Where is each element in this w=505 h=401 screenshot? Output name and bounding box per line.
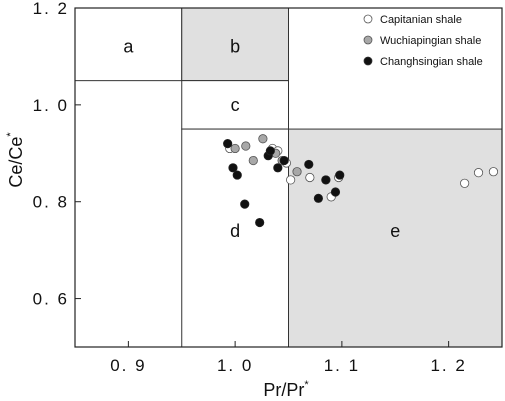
legend-item-changhsingian: Changhsingian shale (363, 56, 483, 68)
axis-ticks: 0. 9 1. 0 1. 1 1. 2 0. 6 0. 8 1. 0 1. 2 (33, 0, 466, 375)
data-point-changhsingian-1 (228, 163, 238, 173)
region-c (181, 80, 289, 130)
region-label-e: e (390, 221, 400, 241)
data-point-capitanian-10 (488, 167, 499, 177)
data-point-changhsingian-4 (255, 217, 265, 228)
y-axis-title: Ce/Ce* (5, 132, 26, 188)
legend: Capitanian shale Wuchiapingian shale Cha… (363, 14, 483, 68)
x-tick-label: 1. 2 (430, 356, 466, 375)
x-tick-label: 1. 0 (217, 356, 253, 375)
data-point-capitanian-8 (460, 178, 470, 188)
legend-marker-changhsingian (363, 56, 373, 66)
region-label-d: d (230, 221, 240, 241)
data-point-wuchiapingian-0 (230, 143, 240, 154)
data-points (223, 134, 499, 228)
region-label-a: a (123, 37, 134, 57)
data-point-changhsingian-10 (313, 193, 323, 203)
data-point-changhsingian-11 (321, 175, 331, 185)
region-a (74, 7, 183, 82)
data-point-wuchiapingian-6 (292, 167, 302, 177)
data-point-changhsingian-12 (330, 187, 341, 197)
data-point-changhsingian-3 (240, 199, 250, 209)
legend-marker-wuchiapingian (363, 35, 373, 45)
y-tick-label: 0. 8 (33, 193, 69, 212)
legend-item-capitanian: Capitanian shale (363, 14, 462, 26)
x-tick-label: 0. 9 (110, 356, 146, 375)
legend-marker-capitanian (363, 14, 373, 24)
data-point-changhsingian-6 (265, 146, 275, 156)
region-b (181, 7, 289, 82)
data-point-changhsingian-13 (335, 170, 345, 180)
region-label-c: c (231, 95, 240, 115)
data-point-changhsingian-9 (304, 159, 314, 170)
data-point-changhsingian-8 (279, 155, 289, 166)
plot-frame (74, 7, 503, 348)
data-point-changhsingian-7 (273, 163, 283, 173)
data-point-changhsingian-0 (223, 139, 233, 149)
y-tick-label: 1. 2 (33, 0, 69, 18)
data-point-capitanian-9 (473, 168, 484, 178)
regions-layer (74, 7, 503, 348)
region-e (288, 128, 503, 348)
data-point-capitanian-5 (305, 172, 315, 183)
x-tick-label: 1. 1 (324, 356, 360, 375)
y-tick-label: 1. 0 (33, 96, 69, 115)
legend-label-changhsingian: Changhsingian shale (380, 56, 483, 68)
legend-item-wuchiapingian: Wuchiapingian shale (363, 35, 481, 47)
data-point-wuchiapingian-2 (248, 155, 258, 166)
legend-label-capitanian: Capitanian shale (380, 14, 462, 26)
data-point-wuchiapingian-1 (241, 141, 251, 151)
data-point-changhsingian-2 (232, 170, 242, 180)
region-labels: a b c d e (123, 37, 400, 241)
region-label-b: b (230, 37, 240, 57)
data-point-wuchiapingian-3 (258, 134, 268, 144)
data-point-capitanian-4 (286, 175, 296, 185)
legend-label-wuchiapingian: Wuchiapingian shale (380, 35, 481, 47)
x-axis-title: Pr/Pr* (263, 379, 309, 400)
y-tick-label: 0. 6 (33, 290, 69, 309)
